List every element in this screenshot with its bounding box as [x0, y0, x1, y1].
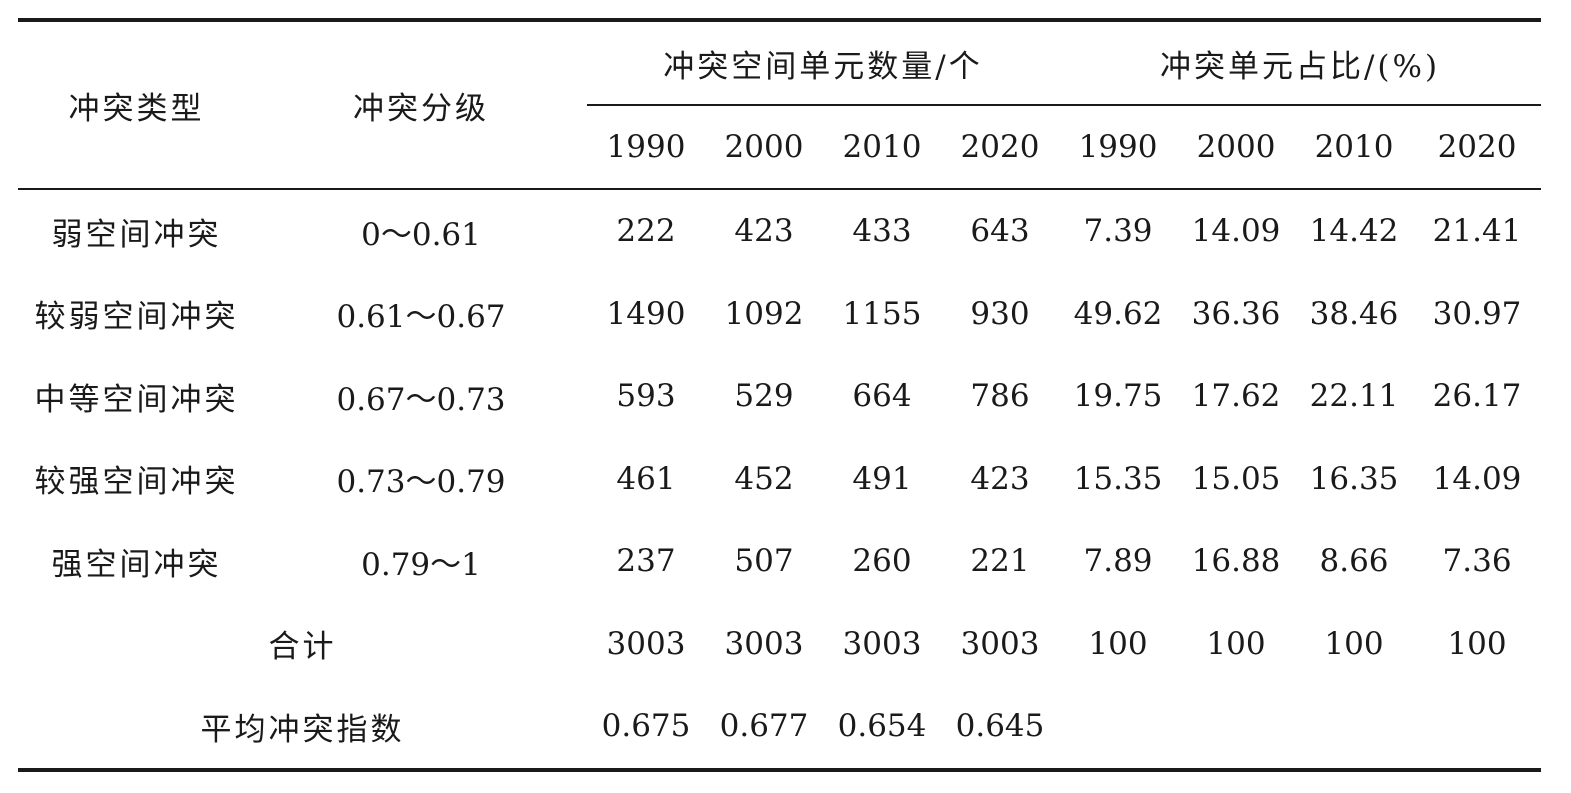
total-share-cell: 100 [1088, 625, 1148, 662]
row-conflict-type: 较强空间冲突 [34, 464, 239, 501]
header-count-year: 2020 [960, 129, 1040, 165]
empty-cell [1059, 685, 1177, 770]
share-cell: 38.46 [1309, 295, 1399, 332]
header-share-group: 冲突单元占比/(%) [1059, 20, 1542, 106]
share-cell: 16.88 [1191, 543, 1281, 580]
share-cell: 14.42 [1309, 213, 1399, 250]
header-count-group: 冲突空间单元数量/个 [587, 20, 1060, 106]
share-cell: 7.39 [1083, 213, 1153, 250]
row-conflict-type: 较弱空间冲突 [34, 299, 239, 336]
row-conflict-type: 弱空间冲突 [51, 216, 222, 253]
average-row: 平均冲突指数 0.675 0.677 0.654 0.645 [18, 685, 1542, 770]
total-row: 合计 3003 3003 3003 3003 100 100 100 100 [18, 603, 1541, 686]
row-conflict-type: 中等空间冲突 [34, 381, 239, 418]
count-cell: 221 [970, 543, 1030, 580]
empty-cell [1177, 685, 1295, 770]
total-count-cell: 3003 [842, 625, 922, 662]
header-count-year: 1990 [606, 129, 686, 165]
count-cell: 461 [616, 460, 676, 497]
total-label: 合计 [268, 629, 337, 666]
header-count-year: 2010 [842, 129, 922, 165]
count-cell: 423 [970, 460, 1030, 497]
share-cell: 15.35 [1073, 460, 1163, 497]
count-cell: 423 [734, 213, 794, 250]
share-cell: 22.11 [1309, 378, 1399, 415]
count-cell: 1155 [842, 295, 922, 332]
count-cell: 433 [852, 213, 912, 250]
header-share-year: 2000 [1196, 129, 1276, 165]
header-share-year: 2020 [1437, 129, 1517, 165]
count-cell: 1092 [724, 295, 804, 332]
header-share-year: 1990 [1078, 129, 1158, 165]
row-conflict-grade: 0.67～0.73 [336, 381, 506, 418]
row-conflict-grade: 0.79～1 [361, 546, 481, 583]
average-label: 平均冲突指数 [200, 711, 405, 748]
total-count-cell: 3003 [606, 625, 686, 662]
table-row: 较强空间冲突 0.73～0.79 461 452 491 423 15.35 1… [18, 438, 1541, 521]
count-cell: 593 [616, 378, 676, 415]
empty-cell [1295, 685, 1413, 770]
share-cell: 15.05 [1191, 460, 1281, 497]
table-row: 中等空间冲突 0.67～0.73 593 529 664 786 19.75 1… [18, 355, 1541, 438]
count-cell: 452 [734, 460, 794, 497]
share-cell: 7.36 [1442, 543, 1512, 580]
average-index-cell: 0.675 [601, 708, 691, 745]
conflict-statistics-table: 冲突类型 冲突分级 冲突空间单元数量/个 冲突单元占比/(%) 1990 200… [18, 18, 1542, 772]
row-conflict-grade: 0.61～0.67 [336, 299, 506, 336]
row-conflict-type: 强空间冲突 [51, 546, 222, 583]
row-conflict-grade: 0.73～0.79 [336, 464, 506, 501]
average-index-cell: 0.677 [719, 708, 809, 745]
share-cell: 36.36 [1191, 295, 1281, 332]
total-share-cell: 100 [1447, 625, 1507, 662]
table-row: 较弱空间冲突 0.61～0.67 1490 1092 1155 930 49.6… [18, 273, 1541, 356]
share-cell: 16.35 [1309, 460, 1399, 497]
header-share-year: 2010 [1314, 129, 1394, 165]
total-count-cell: 3003 [724, 625, 804, 662]
count-cell: 930 [970, 295, 1030, 332]
count-cell: 529 [734, 378, 794, 415]
share-cell: 49.62 [1073, 295, 1163, 332]
average-index-cell: 0.654 [837, 708, 927, 745]
share-cell: 26.17 [1432, 378, 1522, 415]
count-cell: 664 [852, 378, 912, 415]
header-row-2: 1990 2000 2010 2020 1990 2000 2010 2020 [18, 105, 1542, 189]
count-cell: 222 [616, 213, 676, 250]
share-cell: 14.09 [1432, 460, 1522, 497]
row-conflict-grade: 0～0.61 [361, 216, 481, 253]
share-cell: 19.75 [1073, 378, 1163, 415]
share-cell: 17.62 [1191, 378, 1281, 415]
total-count-cell: 3003 [960, 625, 1040, 662]
count-cell: 786 [970, 378, 1030, 415]
table-row: 强空间冲突 0.79～1 237 507 260 221 7.89 16.88 … [18, 520, 1541, 603]
share-cell: 8.66 [1319, 543, 1389, 580]
share-cell: 21.41 [1432, 213, 1522, 250]
count-cell: 507 [734, 543, 794, 580]
count-cell: 237 [616, 543, 676, 580]
count-cell: 260 [852, 543, 912, 580]
table-row: 弱空间冲突 0～0.61 222 423 433 643 7.39 14.09 … [18, 189, 1541, 273]
count-cell: 643 [970, 213, 1030, 250]
header-conflict-grade: 冲突分级 [255, 20, 587, 190]
header-row-1: 冲突类型 冲突分级 冲突空间单元数量/个 冲突单元占比/(%) [18, 20, 1542, 190]
header-conflict-type: 冲突类型 [18, 20, 255, 190]
share-cell: 30.97 [1432, 295, 1522, 332]
header-count-year: 2000 [724, 129, 804, 165]
empty-cell [1413, 685, 1541, 770]
count-cell: 1490 [606, 295, 686, 332]
average-index-cell: 0.645 [955, 708, 1045, 745]
share-cell: 7.89 [1083, 543, 1153, 580]
total-share-cell: 100 [1324, 625, 1384, 662]
total-share-cell: 100 [1206, 625, 1266, 662]
count-cell: 491 [852, 460, 912, 497]
share-cell: 14.09 [1191, 213, 1281, 250]
